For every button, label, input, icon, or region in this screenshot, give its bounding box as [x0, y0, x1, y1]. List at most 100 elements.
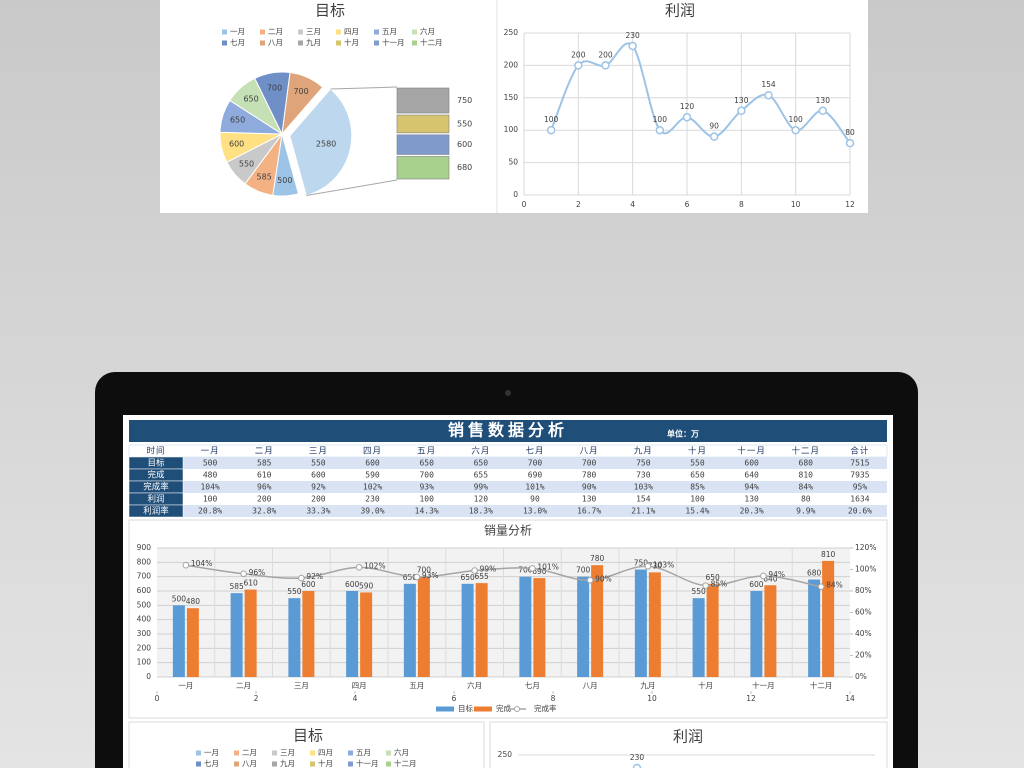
line-marker — [682, 112, 692, 122]
bottom-line-panel — [489, 721, 888, 768]
y-tick-label: 200 — [137, 643, 152, 652]
legend-swatch — [222, 29, 227, 35]
sub-bar — [396, 134, 450, 155]
data-label: 200 — [571, 50, 586, 59]
x-category-label: 十月 — [698, 680, 713, 690]
data-label: 130 — [816, 96, 831, 105]
x-tick-label: 6 — [452, 694, 457, 703]
pie-slice-other — [289, 88, 353, 197]
rate-marker — [817, 583, 825, 591]
table-cell: 200 — [311, 495, 326, 504]
legend-label: 三月 — [280, 748, 295, 757]
bar — [519, 576, 532, 677]
slice-label: 2580 — [316, 140, 336, 149]
header-unit: 单位：万 — [667, 429, 699, 439]
line-marker — [632, 763, 642, 768]
bar — [750, 591, 763, 677]
legend-swatch — [260, 29, 265, 35]
bar-label: 585 — [229, 582, 244, 591]
bar — [808, 579, 821, 677]
table-cell: 39.0% — [360, 507, 384, 516]
header-bar — [129, 420, 887, 442]
legend-label: 十二月 — [420, 37, 443, 47]
bar-label: 610 — [243, 579, 258, 588]
bar — [172, 605, 185, 677]
rate-label: 85% — [711, 580, 728, 589]
bar-label: 650 — [460, 573, 475, 582]
legend-label: 十月 — [344, 37, 359, 47]
legend-swatch — [374, 29, 379, 35]
table-cell: 16.7% — [577, 507, 601, 516]
bar-label: 810 — [821, 550, 836, 559]
bottom-pie-panel — [128, 721, 485, 768]
table-cell: 590 — [365, 471, 380, 480]
legend-label: 十一月 — [382, 37, 405, 47]
bar — [244, 589, 257, 677]
legend-label: 完成 — [496, 703, 511, 713]
x-category-label: 六月 — [467, 680, 482, 690]
legend-swatch — [348, 750, 353, 756]
table-row-label: 利润 — [147, 494, 164, 505]
line-marker — [791, 125, 800, 135]
table-cell: 95% — [853, 483, 868, 492]
legend-label: 五月 — [382, 27, 397, 36]
table-header-cell: 三月 — [309, 447, 328, 457]
legend-label: 五月 — [356, 748, 371, 757]
bar-label: 550 — [691, 587, 706, 596]
bar-label: 600 — [301, 580, 316, 589]
table-cell: 7515 — [850, 459, 869, 468]
y-tick-label: 700 — [137, 572, 152, 581]
table-cell: 94% — [744, 483, 759, 492]
bar — [288, 598, 301, 677]
y-tick-label: 200 — [504, 60, 519, 69]
table-cell: 20.6% — [848, 507, 872, 516]
table-cell: 1634 — [850, 495, 869, 504]
slice-label: 500 — [277, 176, 292, 185]
table-cell: 130 — [582, 495, 597, 504]
bar-label: 640 — [763, 574, 778, 583]
table-cell: 585 — [257, 459, 272, 468]
legend-swatch — [374, 40, 379, 46]
table-cell: 700 — [528, 459, 543, 468]
table-cell: 690 — [528, 471, 543, 480]
legend-label: 完成率 — [534, 703, 557, 713]
slice-label: 700 — [267, 84, 282, 93]
rate-marker — [471, 567, 478, 574]
x-tick-label: 8 — [739, 200, 744, 209]
legend-label: 一月 — [230, 27, 245, 36]
line-marker — [628, 41, 637, 51]
rate-label: 94% — [768, 570, 785, 579]
table-row — [183, 469, 887, 481]
x-category-label: 九月 — [640, 681, 655, 690]
sub-bar — [396, 87, 450, 114]
line-marker — [574, 61, 583, 70]
rate-marker — [760, 572, 767, 580]
table-cell: 600 — [365, 459, 380, 468]
x-tick-label: 4 — [630, 200, 635, 209]
x-tick-label: 4 — [353, 694, 358, 703]
table-cell: 101% — [525, 483, 544, 492]
table-cell: 99% — [474, 483, 489, 492]
legend-label: 六月 — [394, 747, 409, 757]
table-header-cell: 六月 — [471, 446, 490, 457]
x-category-label: 十一月 — [752, 680, 775, 690]
laptop-camera — [505, 390, 511, 396]
chart-title: 销量分析 — [484, 524, 532, 538]
x-tick-label: 12 — [845, 200, 855, 209]
table-row — [183, 481, 887, 493]
table-cell: 20.8% — [198, 507, 222, 516]
bar — [230, 593, 243, 677]
y2-tick-label: 20% — [855, 651, 872, 660]
table-row-label: 完成 — [147, 470, 165, 481]
x-tick-label: 10 — [791, 200, 801, 209]
bar-label: 590 — [359, 581, 374, 590]
table-cell: 21.1% — [631, 507, 655, 516]
bar — [692, 598, 705, 677]
line-marker — [601, 61, 610, 70]
y2-tick-label: 0% — [855, 672, 867, 681]
data-label: 90 — [709, 122, 719, 131]
rate-marker — [355, 564, 363, 571]
legend-swatch — [336, 40, 341, 46]
chart-title: 利润 — [673, 728, 703, 746]
